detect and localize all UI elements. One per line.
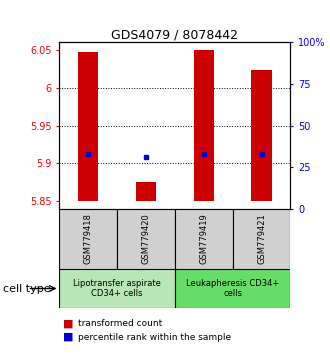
- Bar: [175, 269, 290, 308]
- Text: ■: ■: [63, 332, 73, 342]
- Bar: [78, 52, 98, 201]
- Text: ■: ■: [63, 319, 73, 329]
- Bar: [251, 70, 272, 201]
- Bar: [59, 209, 117, 269]
- Text: GSM779421: GSM779421: [257, 213, 266, 264]
- Text: GSM779419: GSM779419: [199, 213, 208, 264]
- Text: Leukapheresis CD34+
cells: Leukapheresis CD34+ cells: [186, 279, 279, 298]
- Text: percentile rank within the sample: percentile rank within the sample: [78, 332, 231, 342]
- Bar: [175, 209, 233, 269]
- Text: cell type: cell type: [3, 284, 51, 293]
- Bar: [136, 182, 156, 201]
- Text: Lipotransfer aspirate
CD34+ cells: Lipotransfer aspirate CD34+ cells: [73, 279, 161, 298]
- Bar: [194, 50, 214, 201]
- Text: GSM779420: GSM779420: [142, 213, 150, 264]
- Text: transformed count: transformed count: [78, 319, 162, 329]
- Bar: [59, 269, 175, 308]
- Text: GSM779418: GSM779418: [84, 213, 93, 264]
- Bar: [233, 209, 290, 269]
- Title: GDS4079 / 8078442: GDS4079 / 8078442: [112, 28, 238, 41]
- Bar: [117, 209, 175, 269]
